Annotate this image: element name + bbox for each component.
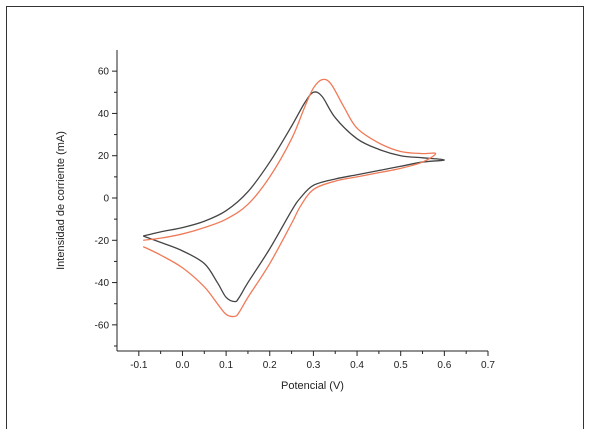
y-tick-label: 60: [98, 67, 110, 78]
x-tick-label: 0.3: [306, 360, 320, 371]
x-tick-label: 0.1: [219, 360, 233, 371]
x-tick-label: 0.0: [176, 360, 190, 371]
x-tick-label: 0.6: [437, 360, 451, 371]
axes: [116, 50, 488, 352]
x-tick-label: 0.4: [350, 360, 364, 371]
y-tick-label: 0: [103, 194, 109, 205]
x-ticks: -0.1 0.0 0.1 0.2 0.3 0.4 0.5 0.6 0.7: [130, 351, 495, 371]
series-layer: [142, 78, 446, 318]
x-tick-label: 0.5: [394, 360, 408, 371]
x-tick-label: -0.1: [130, 360, 148, 371]
y-ticks: -60 -40 -20 0 20 40 60: [95, 67, 117, 347]
series-line-black: [142, 91, 446, 303]
x-tick-label: 0.7: [481, 360, 495, 371]
y-tick-label: -40: [95, 278, 110, 289]
x-axis-title: Potencial (V): [281, 380, 344, 392]
y-tick-label: -20: [95, 236, 110, 247]
y-tick-label: 20: [98, 151, 110, 162]
y-tick-label: 40: [98, 109, 110, 120]
x-tick-label: 0.2: [263, 360, 277, 371]
y-tick-label: -60: [95, 320, 110, 331]
series-line-orange: [142, 78, 437, 318]
y-axis-title: Intensidad de corriente (mA): [55, 131, 67, 270]
